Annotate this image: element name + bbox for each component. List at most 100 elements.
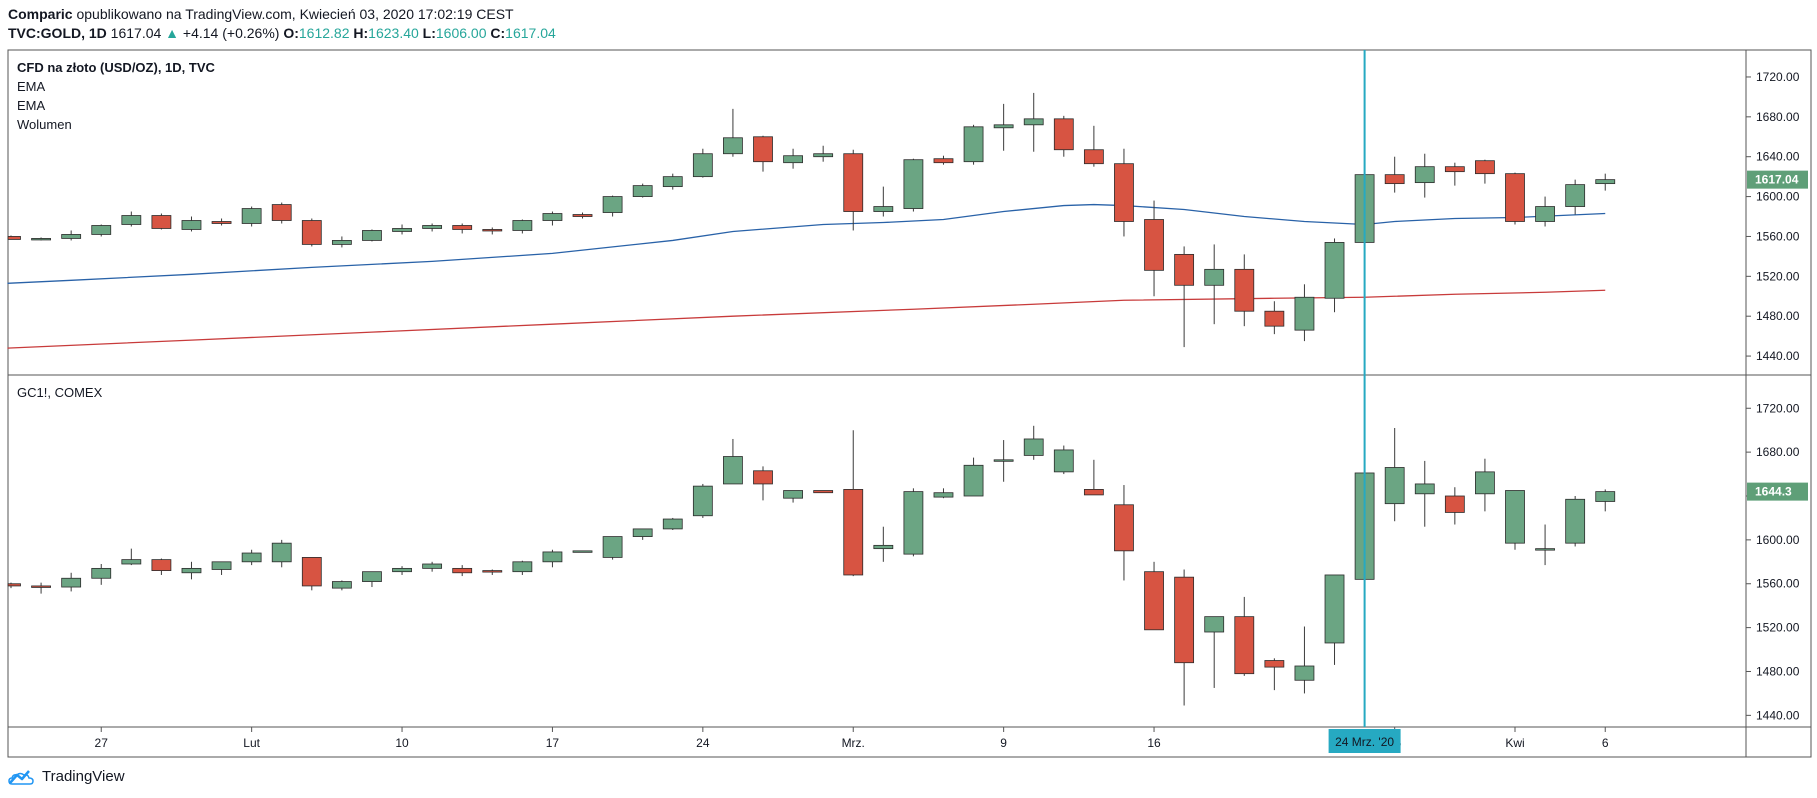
candle bbox=[362, 229, 382, 242]
candle-body bbox=[362, 571, 382, 582]
candle bbox=[783, 490, 803, 503]
candle-body bbox=[1174, 576, 1195, 664]
candle-body bbox=[1444, 495, 1465, 513]
pane1-legend-ema-slow[interactable]: EMA bbox=[17, 98, 46, 113]
y-tick-label: 1600.00 bbox=[1756, 190, 1800, 204]
candle-body bbox=[181, 567, 202, 574]
candle-body bbox=[602, 536, 623, 558]
candle bbox=[1505, 172, 1525, 225]
candle bbox=[452, 223, 473, 234]
candle-body bbox=[7, 236, 21, 240]
chart-frame bbox=[7, 49, 1812, 758]
candle bbox=[91, 224, 112, 237]
candle bbox=[542, 549, 563, 568]
candle bbox=[1384, 428, 1405, 522]
y-tick-label: 1560.00 bbox=[1756, 577, 1800, 591]
candle-body bbox=[1535, 206, 1555, 222]
candle-body bbox=[1414, 483, 1435, 495]
candle bbox=[241, 549, 262, 566]
candle-body bbox=[1264, 660, 1285, 668]
candle bbox=[1114, 148, 1134, 237]
candle-body bbox=[1384, 467, 1405, 505]
candle bbox=[963, 124, 984, 165]
candle-body bbox=[452, 225, 473, 230]
candle bbox=[903, 488, 924, 557]
tradingview-logo[interactable]: TradingView bbox=[8, 767, 125, 785]
candle-body bbox=[362, 230, 382, 241]
x-tick-label: Lut bbox=[243, 736, 260, 750]
candle-body bbox=[452, 567, 473, 574]
candle bbox=[1324, 574, 1345, 665]
candle bbox=[61, 230, 82, 241]
candle-body bbox=[933, 492, 954, 498]
y-tick-label: 1440.00 bbox=[1756, 708, 1800, 722]
candle-body bbox=[1053, 449, 1074, 473]
price-tag-label: 1617.04 bbox=[1755, 173, 1799, 187]
candle bbox=[903, 158, 924, 212]
candle-body bbox=[963, 464, 984, 497]
candle bbox=[512, 560, 533, 575]
close-label: C: bbox=[490, 25, 506, 41]
pane1-legend-series[interactable]: CFD na złoto (USD/OZ), 1D, TVC bbox=[17, 60, 215, 75]
candle-body bbox=[723, 137, 743, 155]
candle-body bbox=[1505, 173, 1525, 222]
pane1-legend: CFD na złoto (USD/OZ), 1D, TVC EMA EMA W… bbox=[17, 58, 215, 134]
y-tick-label: 1480.00 bbox=[1756, 664, 1800, 678]
candle-body bbox=[1324, 574, 1345, 644]
candle-body bbox=[632, 528, 653, 537]
pane1-legend-ema-fast[interactable]: EMA bbox=[17, 79, 46, 94]
pane1-legend-volume[interactable]: Wolumen bbox=[17, 117, 72, 132]
candle-body bbox=[422, 225, 443, 229]
candle bbox=[813, 145, 834, 162]
pane2-group: 1440.001480.001520.001560.001600.001640.… bbox=[7, 401, 1808, 722]
candle-body bbox=[211, 221, 232, 224]
candle bbox=[843, 149, 864, 231]
candle bbox=[1204, 244, 1225, 325]
candle bbox=[1023, 425, 1044, 460]
candle-body bbox=[241, 552, 262, 563]
candle bbox=[1264, 658, 1285, 691]
candle-body bbox=[993, 124, 1014, 129]
candle bbox=[572, 550, 593, 553]
candle-body bbox=[1023, 438, 1044, 456]
x-tick-label: 27 bbox=[95, 736, 109, 750]
candle-body bbox=[241, 208, 262, 224]
candle bbox=[1444, 162, 1465, 186]
candle bbox=[873, 526, 894, 562]
candle bbox=[301, 218, 322, 247]
y-tick-label: 1520.00 bbox=[1756, 621, 1800, 635]
candle-body bbox=[1114, 163, 1134, 222]
candle bbox=[1053, 445, 1074, 475]
candle bbox=[482, 227, 503, 235]
candle-body bbox=[91, 567, 112, 579]
candle bbox=[873, 186, 894, 217]
candle bbox=[362, 571, 382, 588]
y-tick-label: 1480.00 bbox=[1756, 309, 1800, 323]
author-name[interactable]: Comparic bbox=[8, 6, 73, 22]
candle-body bbox=[512, 561, 533, 573]
candle bbox=[512, 219, 533, 234]
pane2-legend-series[interactable]: GC1!, COMEX bbox=[17, 385, 103, 400]
candle-body bbox=[572, 214, 593, 217]
candle-body bbox=[392, 228, 412, 232]
candle bbox=[7, 582, 21, 589]
price-tag-bg bbox=[1747, 170, 1808, 189]
price-tag-label: 1644.3 bbox=[1755, 485, 1792, 499]
candle bbox=[271, 202, 292, 224]
pane2-legend: GC1!, COMEX bbox=[17, 383, 102, 402]
crosshair-date-label: 24 Mrz. '20 bbox=[1335, 735, 1394, 749]
candle-body bbox=[482, 229, 503, 232]
y-tick-label: 1520.00 bbox=[1756, 269, 1800, 283]
crosshair-date-bg bbox=[1328, 729, 1401, 753]
candle-body bbox=[91, 225, 112, 235]
candle-body bbox=[903, 491, 924, 555]
close-value: 1617.04 bbox=[505, 25, 556, 41]
candle-body bbox=[963, 126, 984, 163]
candle bbox=[753, 466, 773, 501]
candle-body bbox=[1475, 471, 1495, 495]
candle bbox=[1114, 485, 1134, 581]
candle-body bbox=[1505, 490, 1525, 544]
candle bbox=[1595, 173, 1616, 191]
candle bbox=[783, 148, 803, 169]
